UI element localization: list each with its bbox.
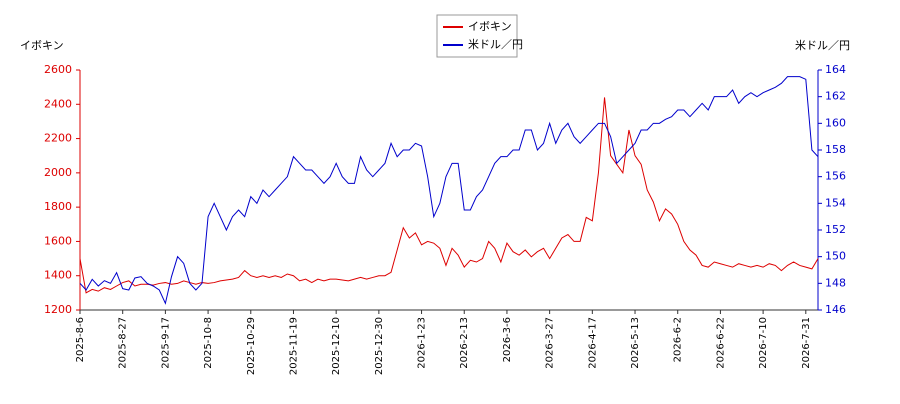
x-tick-label: 2026-6-22	[715, 317, 726, 369]
x-tick-label: 2025-8-6	[75, 317, 86, 362]
y2-axis-title: 米ドル／円	[795, 39, 850, 52]
legend-label: 米ドル／円	[468, 38, 523, 51]
y2-tick-label: 158	[825, 143, 846, 156]
y2-tick-label: 160	[825, 116, 846, 129]
x-tick-label: 2026-6-2	[673, 317, 684, 362]
series-line	[79, 97, 819, 294]
x-tick-label: 2026-4-17	[587, 317, 598, 369]
y-tick-label: 1400	[44, 269, 72, 282]
x-tick-label: 2026-2-13	[459, 317, 470, 369]
y-tick-label: 2600	[44, 63, 72, 76]
y-tick-label: 1200	[44, 303, 72, 316]
x-tick-label: 2026-7-10	[758, 317, 769, 369]
x-tick-label: 2025-12-10	[331, 317, 342, 375]
y2-tick-label: 154	[825, 196, 846, 209]
y-tick-label: 2000	[44, 166, 72, 179]
series-line	[79, 76, 819, 305]
x-tick-label: 2025-10-8	[203, 317, 214, 369]
x-tick-label: 2025-8-27	[118, 317, 129, 369]
x-tick-label: 2025-11-19	[288, 317, 299, 375]
y2-tick-label: 146	[825, 303, 846, 316]
y2-tick-label: 148	[825, 276, 846, 289]
y-tick-label: 1800	[44, 200, 72, 213]
y-tick-label: 2400	[44, 97, 72, 110]
legend-label: イボキン	[468, 20, 512, 33]
y2-tick-label: 164	[825, 63, 846, 76]
x-tick-label: 2026-3-27	[545, 317, 556, 369]
x-tick-label: 2025-9-17	[160, 317, 171, 369]
x-tick-label: 2026-5-13	[630, 317, 641, 369]
y2-tick-label: 162	[825, 90, 846, 103]
x-tick-label: 2025-10-29	[246, 317, 257, 375]
x-tick-label: 2026-1-23	[417, 317, 428, 369]
y2-tick-label: 156	[825, 170, 846, 183]
y-tick-label: 2200	[44, 132, 72, 145]
x-tick-label: 2026-7-31	[801, 317, 812, 369]
legend-box	[436, 14, 518, 58]
x-tick-label: 2025-12-30	[374, 317, 385, 375]
y2-tick-label: 152	[825, 223, 846, 236]
y-tick-label: 1600	[44, 234, 72, 247]
y-axis-title: イボキン	[20, 39, 64, 52]
x-tick-label: 2026-3-6	[502, 317, 513, 362]
y2-tick-label: 150	[825, 250, 846, 263]
